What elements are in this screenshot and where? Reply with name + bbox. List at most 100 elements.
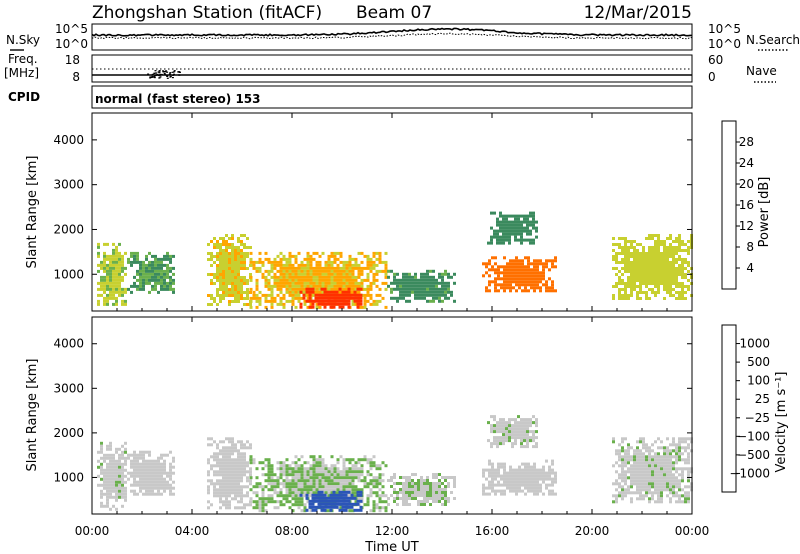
echo-cell <box>151 486 154 490</box>
echo-cell <box>648 461 651 465</box>
echo-cell <box>231 258 234 261</box>
echo-cell <box>228 494 231 498</box>
echo-cell <box>408 503 411 506</box>
echo-cell <box>231 282 234 285</box>
echo-cell <box>145 480 148 484</box>
echo-cell <box>627 449 630 453</box>
echo-cell <box>124 450 127 454</box>
echo-cell <box>237 500 240 504</box>
echo-cell <box>115 459 118 463</box>
echo-cell <box>100 462 103 466</box>
echo-cell <box>279 503 283 507</box>
echo-cell <box>309 473 313 477</box>
echo-cell <box>351 287 355 291</box>
echo-cell <box>124 456 127 460</box>
echo-cell <box>408 497 411 500</box>
echo-cell <box>335 296 339 300</box>
echo-cell <box>450 293 453 297</box>
echo-cell <box>678 482 681 486</box>
echo-cell <box>225 494 228 498</box>
echo-cell <box>636 482 639 486</box>
echo-cell <box>523 229 526 233</box>
echo-cell <box>657 237 660 240</box>
echo-cell <box>551 289 554 293</box>
echo-cell <box>359 299 363 303</box>
echo-cell <box>318 479 322 483</box>
echo-cell <box>499 421 502 425</box>
echo-cell <box>485 286 488 290</box>
echo-cell <box>118 242 121 246</box>
echo-cell <box>118 278 121 282</box>
echo-cell <box>514 238 517 242</box>
echo-cell <box>490 241 493 245</box>
echo-cell <box>530 471 533 475</box>
echo-cell <box>109 284 112 288</box>
echo-cell <box>118 284 121 288</box>
echo-cell <box>405 272 408 276</box>
echo-cell <box>356 502 360 506</box>
echo-cell <box>402 485 405 488</box>
echo-cell <box>133 465 136 469</box>
echo-cell <box>109 456 112 460</box>
echo-cell <box>145 462 148 466</box>
echo-cell <box>630 267 633 270</box>
echo-cell <box>627 467 630 471</box>
echo-cell <box>423 272 426 276</box>
echo-cell <box>130 471 133 475</box>
echo-cell <box>348 458 352 462</box>
echo-cell <box>618 246 621 249</box>
echo-cell <box>642 485 645 489</box>
echo-cell <box>297 458 301 462</box>
x-tick-label: 00:00 <box>75 524 110 538</box>
echo-cell <box>136 456 139 460</box>
echo-cell <box>508 229 511 233</box>
echo-cell <box>411 497 414 500</box>
x-tick-label: 20:00 <box>575 524 610 538</box>
echo-cell <box>297 284 301 288</box>
echo-cell <box>493 211 496 215</box>
echo-cell <box>526 238 529 242</box>
echo-cell <box>320 293 324 297</box>
echo-cell <box>151 272 154 276</box>
echo-cell <box>321 482 325 486</box>
echo-cell <box>267 293 271 297</box>
echo-cell <box>160 272 163 276</box>
echo-cell <box>109 281 112 285</box>
echo-cell <box>121 450 124 454</box>
echo-cell <box>151 263 154 267</box>
echo-cell <box>315 473 319 477</box>
echo-cell <box>509 274 512 278</box>
echo-cell <box>551 480 554 484</box>
echo-cell <box>672 467 675 471</box>
echo-cell <box>255 269 259 273</box>
echo-cell <box>237 455 240 459</box>
echo-cell <box>669 464 672 468</box>
echo-cell <box>118 254 121 258</box>
echo-cell <box>627 261 630 264</box>
echo-cell <box>663 297 666 300</box>
echo-cell <box>669 473 672 477</box>
echo-cell <box>514 229 517 233</box>
echo-cell <box>338 496 342 500</box>
echo-cell <box>372 278 376 282</box>
echo-cell <box>660 476 663 480</box>
echo-cell <box>511 427 514 431</box>
nave-dip-point <box>156 73 159 75</box>
echo-cell <box>426 482 429 485</box>
echo-cell <box>312 266 316 270</box>
echo-cell <box>420 503 423 506</box>
echo-cell <box>518 468 521 472</box>
echo-cell <box>130 489 133 493</box>
echo-cell <box>529 232 532 236</box>
echo-cell <box>639 264 642 267</box>
echo-cell <box>675 282 678 285</box>
echo-cell <box>405 491 408 494</box>
echo-cell <box>136 465 139 469</box>
echo-cell <box>219 267 222 270</box>
echo-cell <box>231 249 234 252</box>
echo-cell <box>515 468 518 472</box>
echo-cell <box>663 264 666 267</box>
echo-cell <box>506 471 509 475</box>
echo-cell <box>384 269 388 273</box>
echo-cell <box>291 476 295 480</box>
